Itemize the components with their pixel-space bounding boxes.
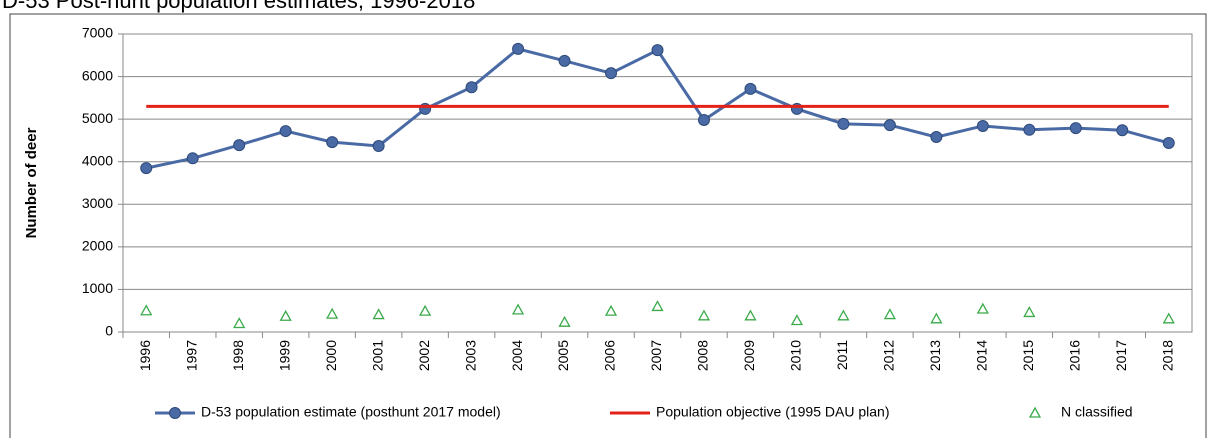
x-tick-label: 1998	[230, 340, 246, 371]
data-point	[651, 300, 664, 312]
x-tick-label: 2014	[974, 340, 990, 371]
data-point	[140, 304, 153, 316]
data-point	[512, 42, 525, 55]
x-tick-label: 2002	[416, 340, 432, 371]
x-tick-label: 2013	[927, 340, 943, 371]
data-point	[930, 312, 943, 324]
data-point	[976, 302, 989, 314]
data-point	[883, 308, 896, 320]
data-point	[233, 139, 246, 152]
x-tick-label: 2017	[1113, 340, 1129, 371]
data-point	[744, 309, 757, 321]
data-point	[1023, 123, 1036, 136]
y-axis-label: Number of deer	[23, 127, 40, 238]
y-tick-label: 2000	[82, 238, 113, 254]
x-tick-label: 2018	[1159, 340, 1175, 371]
legend-marker	[1028, 406, 1042, 418]
data-point	[279, 125, 292, 138]
data-point	[697, 309, 711, 321]
y-tick-label: 0	[105, 323, 113, 339]
data-point	[604, 304, 618, 316]
data-point	[511, 303, 525, 315]
data-point	[186, 152, 199, 165]
y-tick-label: 7000	[82, 25, 113, 41]
y-tick-label: 6000	[82, 67, 113, 83]
legend-label: Population objective (1995 DAU plan)	[656, 404, 889, 420]
legend-label: D-53 population estimate (posthunt 2017 …	[201, 404, 501, 420]
data-point	[279, 309, 292, 321]
x-tick-label: 2003	[462, 340, 478, 371]
data-point	[1162, 136, 1175, 149]
data-point	[140, 162, 153, 175]
data-point	[930, 131, 943, 144]
data-point	[372, 139, 385, 152]
data-point	[326, 136, 339, 149]
data-point	[651, 44, 664, 57]
x-tick-label: 2011	[834, 340, 850, 370]
chart-frame	[9, 13, 1207, 438]
data-point	[372, 308, 385, 320]
x-tick-label: 2016	[1067, 340, 1083, 371]
data-point	[326, 307, 339, 319]
data-point	[1162, 312, 1175, 324]
chart-title: D-53 Post-hunt population estimates, 199…	[2, 0, 475, 13]
data-point	[558, 54, 571, 67]
x-tick-label: 1997	[183, 340, 199, 371]
data-point	[790, 314, 804, 326]
x-tick-label: 2009	[741, 340, 757, 371]
data-point	[976, 119, 989, 132]
y-tick-label: 3000	[82, 195, 113, 211]
x-tick-label: 2015	[1020, 340, 1036, 371]
legend-marker	[169, 407, 181, 419]
data-point	[465, 81, 478, 94]
data-point	[1023, 306, 1036, 318]
plot-border	[122, 33, 1193, 333]
y-tick-label: 4000	[82, 152, 113, 168]
y-tick-label: 5000	[82, 110, 113, 126]
data-point	[1116, 124, 1129, 137]
data-point	[837, 309, 850, 321]
data-point	[883, 119, 896, 132]
x-tick-label: 2007	[648, 340, 664, 371]
series-line	[145, 47, 1170, 170]
x-tick-label: 2001	[369, 340, 385, 371]
data-point	[697, 113, 710, 126]
data-point	[837, 117, 850, 130]
data-point	[558, 315, 571, 327]
x-tick-label: 2010	[788, 340, 804, 371]
x-tick-label: 1999	[276, 340, 292, 371]
x-tick-label: 2005	[555, 340, 571, 371]
data-point	[744, 82, 757, 95]
x-tick-label: 2008	[695, 340, 711, 371]
legend-label: N classified	[1061, 404, 1133, 420]
x-tick-label: 2000	[323, 340, 339, 371]
data-point	[233, 317, 246, 329]
x-tick-label: 2004	[509, 340, 525, 371]
x-tick-label: 1996	[137, 340, 153, 371]
data-point	[605, 67, 618, 80]
x-tick-label: 2006	[602, 340, 618, 371]
y-tick-label: 1000	[82, 280, 113, 296]
x-tick-label: 2012	[881, 340, 897, 371]
data-point	[419, 304, 432, 316]
data-point	[1069, 122, 1082, 135]
